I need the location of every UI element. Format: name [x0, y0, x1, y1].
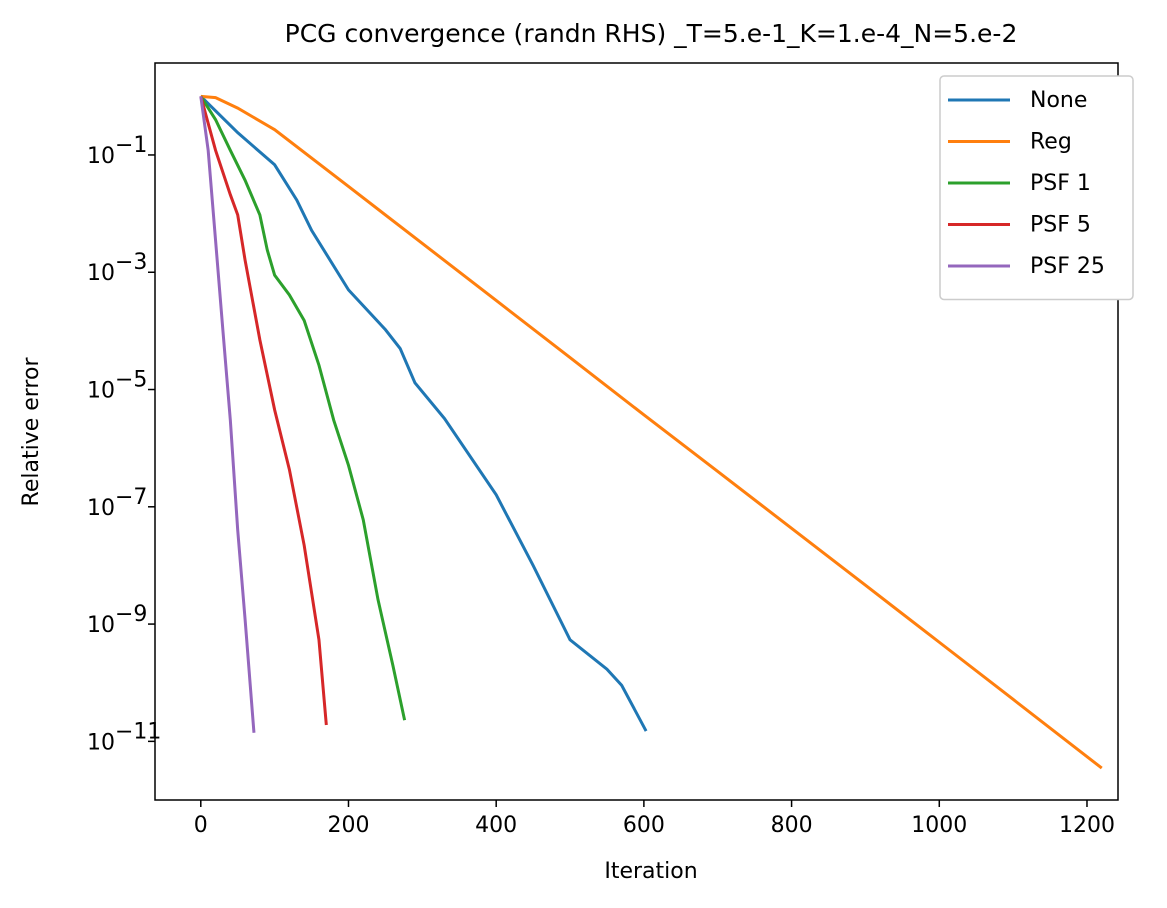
y-tick-base: 10 — [87, 496, 115, 521]
y-tick-label: 10 — [87, 379, 115, 404]
legend-label: PSF 25 — [1030, 254, 1105, 279]
y-tick-label: 10 — [87, 496, 115, 521]
series-line — [200, 94, 1103, 770]
series-line — [199, 96, 256, 733]
x-tick-label: 400 — [475, 813, 517, 838]
y-tick-label: 10 — [87, 730, 115, 755]
series-line — [199, 95, 407, 721]
y-tick-base: 10 — [87, 379, 115, 404]
x-tick-label: 600 — [623, 813, 665, 838]
y-tick-base: 10 — [87, 613, 115, 638]
y-tick-label: 10 — [87, 144, 115, 169]
y-tick-label: 10 — [87, 261, 115, 286]
y-tick-exponent: −7 — [115, 485, 147, 510]
legend-label: Reg — [1030, 130, 1072, 155]
y-tick-base: 10 — [87, 261, 115, 286]
y-tick-exponent: −3 — [115, 250, 147, 275]
plot-frame — [154, 62, 1119, 801]
x-tick-label: 0 — [194, 813, 208, 838]
x-tick-label: 200 — [327, 813, 369, 838]
x-tick-label: 1000 — [911, 813, 967, 838]
legend-label: None — [1030, 88, 1087, 113]
x-axis-label: Iteration — [604, 859, 697, 884]
y-tick-base: 10 — [87, 730, 115, 755]
legend-label: PSF 5 — [1030, 213, 1091, 238]
y-tick-exponent: −9 — [115, 602, 147, 627]
legend-label: PSF 1 — [1030, 171, 1091, 196]
x-tick-label: 1200 — [1059, 813, 1115, 838]
y-tick-base: 10 — [87, 144, 115, 169]
series-line — [199, 95, 648, 732]
series-line — [199, 95, 328, 726]
legend-box — [939, 75, 1134, 301]
y-tick-exponent: −1 — [115, 133, 147, 158]
y-tick-label: 10 — [87, 613, 115, 638]
y-axis-label: Relative error — [19, 357, 44, 507]
chart-title: PCG convergence (randn RHS) _T=5.e-1_K=1… — [285, 19, 1018, 48]
y-tick-exponent: −5 — [115, 368, 147, 393]
x-tick-label: 800 — [771, 813, 813, 838]
y-tick-exponent: −11 — [115, 719, 161, 744]
